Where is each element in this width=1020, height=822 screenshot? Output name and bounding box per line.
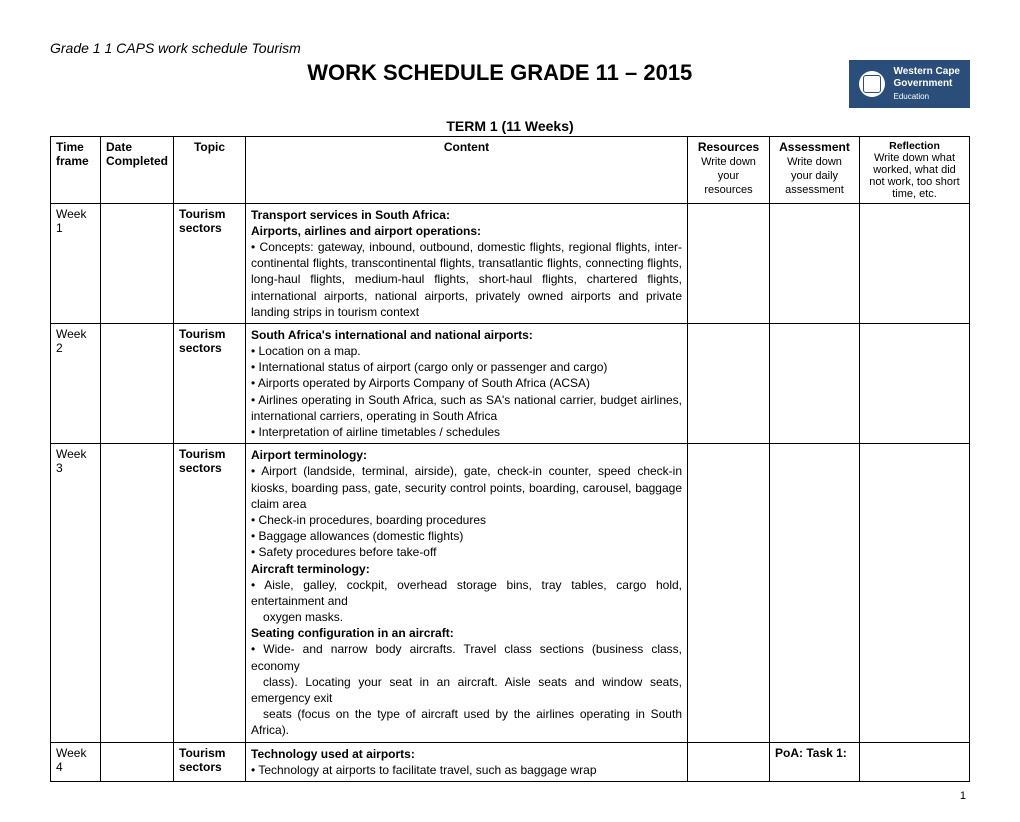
- col-header-resources: Resources Write down your resources: [688, 136, 770, 203]
- cell-content: South Africa's international and nationa…: [246, 323, 688, 443]
- logo-line3: Education: [893, 92, 960, 102]
- content-heading: Airport terminology:: [251, 448, 367, 462]
- col-header-topic: Topic: [174, 136, 246, 203]
- content-heading: Transport services in South Africa:: [251, 208, 450, 222]
- content-text: • Concepts: gateway, inbound, outbound, …: [251, 240, 682, 319]
- cell-content: Airport terminology: • Airport (landside…: [246, 444, 688, 742]
- content-text-indent: seats (focus on the type of aircraft use…: [251, 707, 682, 737]
- schedule-table: Time frame Date Completed Topic Content …: [50, 136, 970, 782]
- content-text: • Airports operated by Airports Company …: [251, 376, 590, 390]
- cell-resources: [688, 203, 770, 323]
- logo-badge: Western Cape Government Education: [849, 60, 970, 108]
- content-heading: South Africa's international and nationa…: [251, 328, 533, 342]
- content-text: • Safety procedures before take-off: [251, 545, 436, 559]
- col-header-reflection: Reflection Write down what worked, what …: [860, 136, 970, 203]
- cell-content: Transport services in South Africa: Airp…: [246, 203, 688, 323]
- crest-icon: [859, 71, 885, 97]
- content-text: • Location on a map.: [251, 344, 361, 358]
- table-row: Week 3 Tourism sectors Airport terminolo…: [51, 444, 970, 742]
- term-header: TERM 1 (11 Weeks): [50, 118, 970, 134]
- content-text: • Airlines operating in South Africa, su…: [251, 393, 682, 423]
- cell-resources: [688, 323, 770, 443]
- assessment-label: Assessment: [779, 140, 850, 154]
- cell-content: Technology used at airports: • Technolog…: [246, 742, 688, 781]
- content-text-indent: class). Locating your seat in an aircraf…: [251, 675, 682, 705]
- resources-sub: Write down your resources: [701, 156, 756, 196]
- cell-assessment: [770, 444, 860, 742]
- cell-reflection: [860, 444, 970, 742]
- reflection-label: Reflection: [889, 140, 940, 152]
- table-row: Week 2 Tourism sectors South Africa's in…: [51, 323, 970, 443]
- content-text-indent: oxygen masks.: [251, 610, 343, 624]
- content-heading: Seating configuration in an aircraft:: [251, 626, 454, 640]
- cell-resources: [688, 444, 770, 742]
- logo-line1: Western Cape: [893, 66, 960, 78]
- content-heading: Technology used at airports:: [251, 747, 415, 761]
- cell-topic: Tourism sectors: [174, 323, 246, 443]
- cell-reflection: [860, 742, 970, 781]
- logo-line2: Government: [893, 78, 960, 90]
- content-heading: Airports, airlines and airport operation…: [251, 224, 481, 238]
- table-header-row: Time frame Date Completed Topic Content …: [51, 136, 970, 203]
- content-heading: Aircraft terminology:: [251, 562, 370, 576]
- cell-assessment: [770, 323, 860, 443]
- cell-reflection: [860, 203, 970, 323]
- col-header-content: Content: [246, 136, 688, 203]
- content-text: • Interpretation of airline timetables /…: [251, 425, 500, 439]
- content-text: • Airport (landside, terminal, airside),…: [251, 464, 682, 510]
- cell-date: [101, 742, 174, 781]
- cell-assessment: PoA: Task 1:: [770, 742, 860, 781]
- reflection-sub: Write down what worked, what did not wor…: [869, 152, 960, 200]
- content-text: • Baggage allowances (domestic flights): [251, 529, 463, 543]
- content-text: • Check-in procedures, boarding procedur…: [251, 513, 486, 527]
- page-title: WORK SCHEDULE GRADE 11 – 2015: [50, 60, 849, 86]
- title-row: WORK SCHEDULE GRADE 11 – 2015 Western Ca…: [50, 60, 970, 108]
- logo-text: Western Cape Government Education: [893, 66, 960, 102]
- content-text: • Aisle, galley, cockpit, overhead stora…: [251, 578, 682, 608]
- cell-topic: Tourism sectors: [174, 444, 246, 742]
- cell-time: Week 1: [51, 203, 101, 323]
- assessment-sub: Write down your daily assessment: [785, 156, 844, 196]
- cell-topic: Tourism sectors: [174, 742, 246, 781]
- cell-reflection: [860, 323, 970, 443]
- table-row: Week 4 Tourism sectors Technology used a…: [51, 742, 970, 781]
- cell-time: Week 3: [51, 444, 101, 742]
- cell-assessment: [770, 203, 860, 323]
- content-text: • International status of airport (cargo…: [251, 360, 607, 374]
- cell-time: Week 2: [51, 323, 101, 443]
- col-header-time: Time frame: [51, 136, 101, 203]
- page-number: 1: [50, 790, 970, 802]
- cell-topic: Tourism sectors: [174, 203, 246, 323]
- content-text: • Wide- and narrow body aircrafts. Trave…: [251, 642, 682, 672]
- cell-date: [101, 323, 174, 443]
- cell-date: [101, 444, 174, 742]
- col-header-date: Date Completed: [101, 136, 174, 203]
- resources-label: Resources: [698, 140, 759, 154]
- cell-time: Week 4: [51, 742, 101, 781]
- col-header-assessment: Assessment Write down your daily assessm…: [770, 136, 860, 203]
- document-header: Grade 1 1 CAPS work schedule Tourism: [50, 40, 970, 56]
- cell-resources: [688, 742, 770, 781]
- content-text: • Technology at airports to facilitate t…: [251, 763, 597, 777]
- table-row: Week 1 Tourism sectors Transport service…: [51, 203, 970, 323]
- cell-date: [101, 203, 174, 323]
